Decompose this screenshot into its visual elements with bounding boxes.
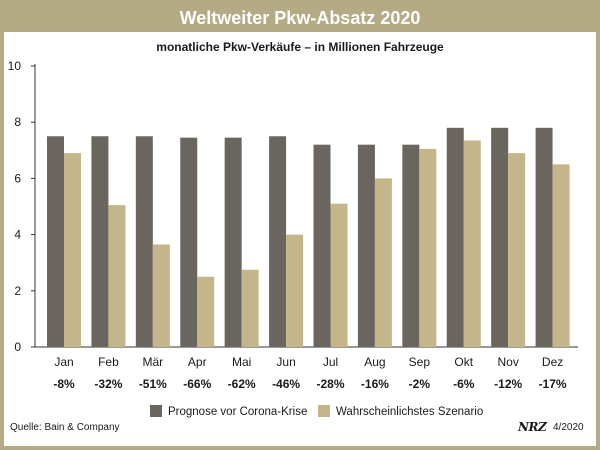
bar-prognose <box>446 127 464 347</box>
x-tick-label: Dez <box>542 355 563 369</box>
y-tick-label: 4 <box>14 228 21 242</box>
change-label: -12% <box>494 377 522 391</box>
bar-prognose <box>224 137 242 347</box>
source-note: Quelle: Bain & Company <box>10 422 120 433</box>
bar-prognose <box>491 127 509 347</box>
x-tick-label: Apr <box>188 355 207 369</box>
issue-date: 4/2020 <box>553 422 584 433</box>
change-label: -32% <box>94 377 122 391</box>
change-label: -16% <box>361 377 389 391</box>
legend-label-prognose: Prognose vor Corona-Krise <box>168 406 308 418</box>
bar-prognose <box>402 144 420 347</box>
change-label: -51% <box>139 377 167 391</box>
x-tick-label: Jul <box>323 355 338 369</box>
chart-title: Weltweiter Pkw-Absatz 2020 <box>4 4 596 32</box>
bar-szenario <box>108 205 126 347</box>
bar-szenario <box>197 276 215 347</box>
y-tick-label: 0 <box>14 340 21 354</box>
bar-prognose <box>313 144 331 347</box>
bar-szenario <box>330 203 348 347</box>
bar-prognose <box>180 137 198 347</box>
bar-szenario <box>374 178 392 347</box>
x-tick-label: Sep <box>409 355 431 369</box>
y-tick-label: 10 <box>8 59 22 73</box>
y-tick-label: 2 <box>14 284 21 298</box>
y-tick-label: 6 <box>14 171 21 185</box>
change-label: -46% <box>272 377 300 391</box>
x-tick-label: Nov <box>497 355 518 369</box>
x-tick-label: Mär <box>142 355 163 369</box>
x-tick-label: Okt <box>454 355 473 369</box>
bar-szenario <box>152 244 170 347</box>
legend-swatch-prognose <box>150 405 162 417</box>
change-label: -66% <box>183 377 211 391</box>
bar-szenario <box>64 153 81 347</box>
x-tick-label: Jun <box>276 355 295 369</box>
bar-prognose <box>535 127 553 347</box>
x-tick-label: Mai <box>232 355 251 369</box>
bar-szenario <box>508 153 526 347</box>
bar-prognose <box>135 136 153 347</box>
bar-szenario <box>286 234 304 347</box>
bar-szenario <box>241 269 259 347</box>
y-tick-label: 8 <box>14 115 21 129</box>
bar-szenario <box>463 140 481 347</box>
legend-swatch-szenario <box>318 405 330 417</box>
legend-item-szenario: Wahrscheinlichstes Szenario <box>318 405 483 419</box>
legend-item-prognose: Prognose vor Corona-Krise <box>150 405 307 419</box>
bar-prognose <box>47 136 64 347</box>
publisher-logo: NRZ <box>518 420 547 434</box>
change-label: -17% <box>539 377 567 391</box>
legend-label-szenario: Wahrscheinlichstes Szenario <box>336 406 484 418</box>
x-tick-label: Feb <box>98 355 119 369</box>
x-tick-label: Jan <box>54 355 73 369</box>
change-label: -8% <box>53 377 75 391</box>
change-label: -6% <box>453 377 475 391</box>
bar-prognose <box>357 144 375 347</box>
x-tick-label: Aug <box>364 355 385 369</box>
chart-subtitle: monatliche Pkw-Verkäufe – in Millionen F… <box>156 40 444 54</box>
bar-szenario <box>552 164 570 347</box>
bar-prognose <box>269 136 287 347</box>
bar-prognose <box>91 136 109 347</box>
bar-szenario <box>419 148 437 347</box>
change-label: -62% <box>228 377 256 391</box>
change-label: -28% <box>316 377 344 391</box>
change-label: -2% <box>409 377 431 391</box>
